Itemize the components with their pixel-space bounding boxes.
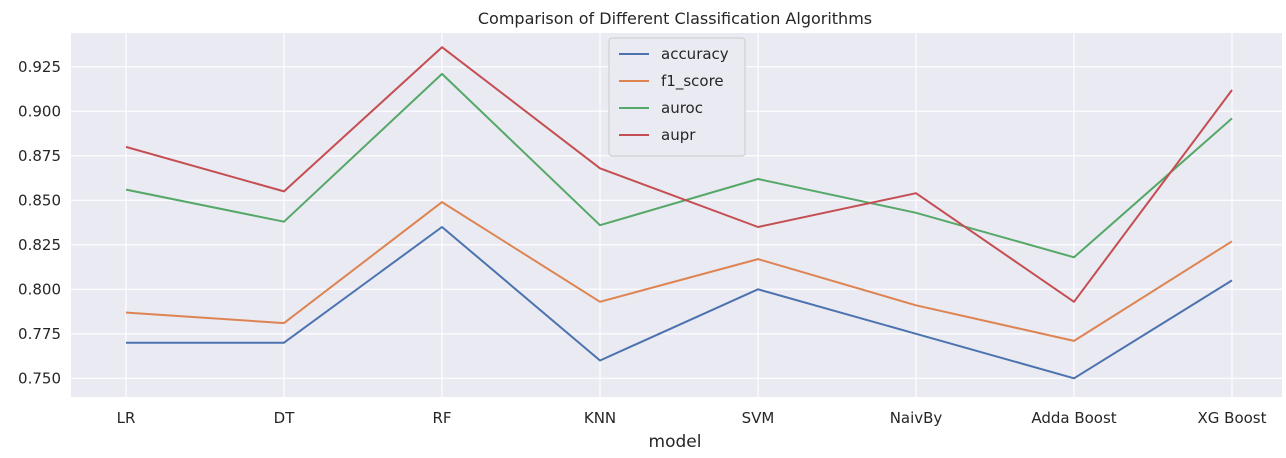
x-tick-label: KNN — [584, 409, 616, 427]
y-tick-label: 0.825 — [18, 236, 61, 254]
legend-label: aupr — [661, 126, 696, 144]
series-line-auroc — [125, 72, 1233, 259]
series-line-f1-score — [125, 201, 1233, 342]
legend-label: auroc — [661, 99, 703, 117]
series-line-accuracy — [126, 226, 1233, 380]
x-tick-label: Adda Boost — [1031, 409, 1116, 427]
legend-label: accuracy — [661, 45, 729, 63]
grid — [71, 33, 1282, 397]
x-tick-label: NaivBy — [890, 409, 943, 427]
x-axis-label: model — [649, 432, 702, 452]
y-tick-label: 0.850 — [18, 191, 61, 209]
x-tick-label: RF — [432, 409, 451, 427]
series-lines — [125, 46, 1233, 380]
x-axis: LR DT RF KNN SVM NaivBy Adda Boost XG Boost — [117, 409, 1267, 427]
chart-title: Comparison of Different Classification A… — [478, 9, 872, 28]
y-tick-label: 0.900 — [18, 102, 61, 120]
y-tick-label: 0.875 — [18, 147, 61, 165]
x-tick-label: XG Boost — [1197, 409, 1266, 427]
y-tick-label: 0.925 — [18, 58, 61, 76]
legend-box — [608, 37, 746, 157]
y-tick-label: 0.750 — [18, 369, 61, 387]
x-tick-label: SVM — [742, 409, 775, 427]
y-tick-label: 0.800 — [18, 280, 61, 298]
legend-label: f1_score — [661, 72, 724, 91]
y-tick-label: 0.775 — [18, 325, 61, 343]
series-line-aupr — [125, 46, 1233, 303]
x-tick-label: LR — [117, 409, 136, 427]
x-tick-label: DT — [274, 409, 296, 427]
y-axis: 0.750 0.775 0.800 0.825 0.850 0.875 0.900 0.925 — [18, 58, 61, 387]
